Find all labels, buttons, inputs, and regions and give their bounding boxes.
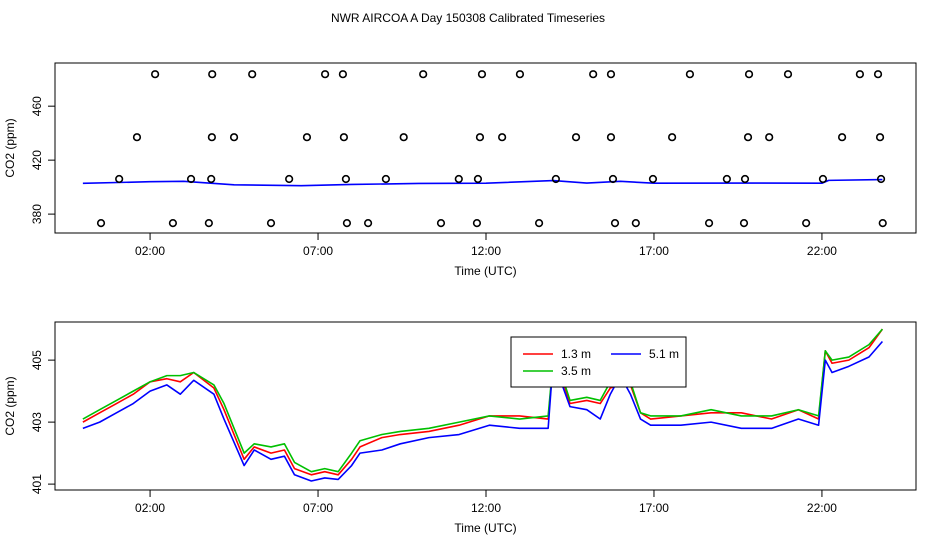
flag-point (320, 70, 330, 79)
y-axis-label: CO2 (ppm) (3, 118, 17, 177)
flag-point (207, 174, 216, 184)
flag-point (266, 219, 276, 228)
legend-label: 3.5 m (561, 364, 591, 378)
plot-frame (54, 62, 917, 234)
y-tick-label: 460 (30, 96, 44, 116)
flag-point (132, 133, 142, 142)
x-tick-label: 02:00 (135, 501, 165, 515)
flag-point (96, 219, 106, 228)
series-line (82, 328, 884, 473)
flag-point (589, 70, 598, 79)
flag-point (606, 70, 616, 79)
x-tick-label: 12:00 (471, 244, 501, 258)
flag-point (498, 133, 507, 142)
legend-label: 5.1 m (649, 347, 679, 361)
flag-point (436, 219, 446, 228)
flag-point (631, 219, 640, 228)
flag-point (363, 219, 373, 228)
flag-point (419, 70, 428, 79)
x-tick-label: 02:00 (135, 244, 165, 258)
x-axis-label: Time (UTC) (454, 521, 516, 535)
flag-point (855, 70, 864, 79)
flag-point (208, 70, 217, 79)
flag-point (610, 219, 620, 228)
flag-point (783, 70, 793, 79)
x-tick-label: 07:00 (303, 244, 333, 258)
flag-point (744, 70, 754, 79)
flag-point (454, 174, 463, 184)
flag-point (515, 70, 525, 79)
y-tick-label: 405 (30, 350, 44, 370)
x-tick-label: 22:00 (807, 244, 837, 258)
flag-point (837, 133, 847, 142)
y-tick-label: 420 (30, 150, 44, 170)
y-tick-label: 380 (30, 204, 44, 224)
y-axis-label: CO2 (ppm) (3, 376, 17, 435)
flag-point (381, 174, 390, 184)
flag-point (534, 219, 544, 228)
flag-point (207, 133, 216, 142)
flag-point (740, 174, 750, 184)
flag-point (248, 70, 257, 79)
flag-point (685, 70, 695, 79)
flag-point (339, 133, 349, 142)
flag-point (743, 133, 753, 142)
flag-point (229, 133, 239, 142)
x-tick-label: 22:00 (807, 501, 837, 515)
flag-point (648, 174, 658, 184)
flag-point (668, 133, 677, 142)
flag-point (115, 174, 124, 184)
flag-point (168, 219, 178, 228)
flag-point (608, 174, 618, 184)
flag-point (151, 70, 160, 79)
flag-point (739, 219, 749, 228)
flag-point (473, 174, 483, 184)
y-tick-label: 401 (30, 474, 44, 494)
legend-label: 1.3 m (561, 347, 591, 361)
chart-title: NWR AIRCOA A Day 150308 Calibrated Times… (331, 11, 605, 25)
x-tick-label: 12:00 (471, 501, 501, 515)
flag-point (338, 70, 347, 79)
flag-point (341, 174, 351, 184)
series-line (82, 341, 884, 482)
x-axis-label: Time (UTC) (454, 264, 516, 278)
flag-point (802, 219, 811, 228)
flag-point (399, 133, 408, 142)
flag-point (875, 133, 885, 142)
flag-point (876, 174, 886, 184)
series-line (82, 328, 884, 476)
flag-point (472, 219, 482, 228)
x-tick-label: 17:00 (639, 501, 669, 515)
flag-point (571, 133, 581, 142)
flag-point (765, 133, 774, 142)
flag-point (551, 174, 560, 184)
y-tick-label: 403 (30, 412, 44, 432)
flag-point (873, 70, 883, 79)
legend-box (510, 336, 687, 388)
x-tick-label: 17:00 (639, 244, 669, 258)
flag-point (285, 174, 294, 184)
flag-point (477, 70, 487, 79)
series-line (82, 178, 883, 187)
flag-point (186, 174, 196, 184)
x-tick-label: 07:00 (303, 501, 333, 515)
flag-point (606, 133, 616, 142)
plot-frame (54, 321, 917, 491)
flag-point (722, 174, 731, 184)
flag-point (475, 133, 485, 142)
flag-point (818, 174, 828, 184)
flag-point (302, 133, 312, 142)
flag-point (204, 219, 213, 228)
flag-point (342, 219, 352, 228)
flag-point (704, 219, 714, 228)
flag-point (878, 219, 887, 228)
